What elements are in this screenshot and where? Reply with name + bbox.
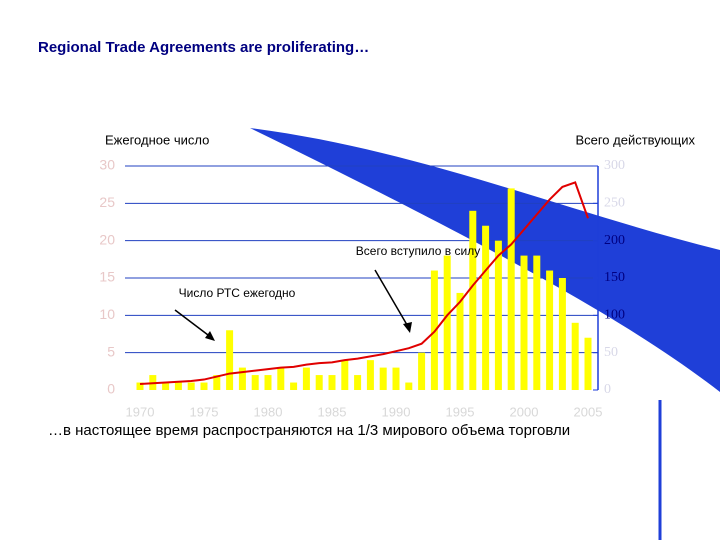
footnote: …в настоящее время распространяются на 1… xyxy=(48,422,571,439)
bar xyxy=(533,255,541,390)
bar xyxy=(443,255,451,390)
bar xyxy=(226,330,234,390)
bar xyxy=(251,375,259,390)
bar xyxy=(213,375,221,390)
bar-annotation: Число РТС ежегодно xyxy=(179,286,296,300)
decor-swoosh xyxy=(250,128,720,392)
bar xyxy=(584,337,592,390)
x-tick-label: 2005 xyxy=(574,404,603,419)
y2-tick-label: 150 xyxy=(604,270,625,285)
bar xyxy=(277,367,285,390)
bar xyxy=(392,367,400,390)
line xyxy=(139,181,589,386)
bar xyxy=(315,375,323,390)
bar xyxy=(341,360,349,390)
y-tick-label: 25 xyxy=(99,194,115,210)
bar xyxy=(290,382,298,390)
y-tick-label: 30 xyxy=(99,157,115,173)
y2-tick-label: 300 xyxy=(604,158,625,173)
bar xyxy=(507,188,515,390)
y2-tick-label: 0 xyxy=(604,382,611,397)
bar xyxy=(162,382,170,390)
bar xyxy=(187,382,195,390)
bar xyxy=(238,367,246,390)
bar xyxy=(354,375,362,390)
arrow-head xyxy=(403,322,412,333)
bar xyxy=(482,225,490,390)
bar xyxy=(264,375,272,390)
y-tick-label: 0 xyxy=(107,381,115,397)
y-tick-label: 5 xyxy=(107,343,115,359)
x-tick-label: 1975 xyxy=(190,404,219,419)
annotation-arrow xyxy=(174,309,213,339)
bar xyxy=(174,382,182,390)
bar xyxy=(520,255,528,390)
y2-tick-label: 50 xyxy=(604,345,618,360)
bar xyxy=(302,367,310,390)
x-tick-label: 1990 xyxy=(382,404,411,419)
line-annotation: Всего вступило в силу xyxy=(356,244,480,258)
bar xyxy=(379,367,387,390)
x-tick-label: 1985 xyxy=(318,404,347,419)
bar xyxy=(200,382,208,390)
bar xyxy=(558,278,566,390)
bar xyxy=(366,360,374,390)
y2-tick-label: 250 xyxy=(604,196,625,211)
y-tick-label: 15 xyxy=(99,269,115,285)
bar xyxy=(328,375,336,390)
bar xyxy=(405,382,413,390)
bar xyxy=(469,210,477,390)
bar xyxy=(571,322,579,390)
y-tick-label: 20 xyxy=(99,231,115,247)
x-tick-label: 1970 xyxy=(126,404,155,419)
bar xyxy=(136,382,144,390)
x-tick-label: 1980 xyxy=(254,404,283,419)
bar xyxy=(418,352,426,390)
y-axis-title: Ежегодное число xyxy=(105,132,209,147)
x-tick-label: 1995 xyxy=(446,404,475,419)
y2-axis-title: Всего действующих xyxy=(575,132,695,147)
y2-tick-label: 200 xyxy=(604,233,625,248)
x-tick-label: 2000 xyxy=(510,404,539,419)
bar xyxy=(456,292,464,390)
y-tick-label: 10 xyxy=(99,306,115,322)
bar xyxy=(546,270,554,390)
y2-tick-label: 100 xyxy=(604,308,625,323)
arrow-head xyxy=(205,331,215,341)
bar xyxy=(494,240,502,390)
chart-title: Regional Trade Agreements are proliferat… xyxy=(38,39,369,56)
annotation-arrow xyxy=(374,269,411,331)
